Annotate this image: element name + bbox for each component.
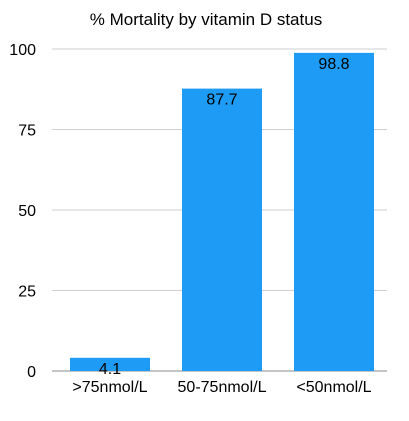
y-axis-ticks: 0 25 50 75 100 [9,42,36,381]
bar-value-label: 98.8 [318,56,349,73]
x-axis-ticks: >75nmol/L 50-75nmol/L <50nmol/L [72,379,371,396]
bar [182,88,262,371]
bar [294,52,374,371]
y-tick-label: 0 [27,364,36,381]
y-tick-label: 100 [9,42,36,59]
x-tick-label: 50-75nmol/L [178,379,267,396]
chart-title: % Mortality by vitamin D status [90,10,322,29]
y-tick-label: 75 [18,123,36,140]
y-tick-label: 50 [18,203,36,220]
bar-value-label: 4.1 [99,361,121,378]
x-tick-label: >75nmol/L [72,379,147,396]
x-tick-label: <50nmol/L [296,379,371,396]
bar [70,357,150,371]
value-labels: 4.1 87.7 98.8 [99,56,350,378]
bars [70,52,374,371]
bar-value-label: 87.7 [206,92,237,109]
y-tick-label: 25 [18,284,36,301]
